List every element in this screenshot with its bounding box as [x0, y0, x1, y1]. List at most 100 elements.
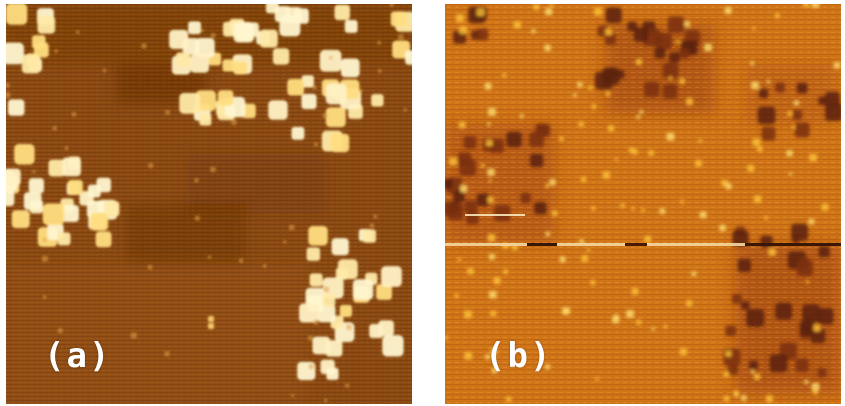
adsorbate-blob: [330, 133, 350, 153]
panel-b-label: (b): [485, 336, 553, 376]
bright-speck: [833, 62, 841, 69]
bright-speck: [691, 271, 697, 277]
bright-speck: [725, 350, 732, 357]
adsorbate-blob: [274, 6, 291, 22]
adsorbate-blob: [309, 273, 323, 287]
panel-b-features: [445, 4, 841, 403]
bright-speck: [686, 98, 694, 106]
surface-speck: [41, 255, 48, 262]
adsorbate-blob: [179, 92, 201, 114]
bright-speck: [594, 7, 603, 16]
surface-speck: [165, 109, 170, 115]
adsorbate-blob: [7, 99, 25, 116]
dark-depression: [534, 201, 547, 215]
dark-depression: [667, 16, 685, 33]
bright-speck: [644, 235, 652, 243]
adsorbate-blob: [305, 287, 326, 308]
surface-speck: [42, 237, 47, 242]
surface-speck: [200, 28, 204, 33]
dark-depression: [825, 91, 840, 107]
bright-speck: [631, 207, 635, 211]
surface-speck: [76, 30, 80, 34]
surface-speck: [308, 363, 314, 370]
surface-speck: [307, 335, 314, 341]
bright-speck: [631, 287, 639, 295]
surface-speck: [210, 166, 216, 173]
dark-depression: [506, 131, 522, 148]
dark-depression: [792, 109, 803, 120]
bright-speck: [698, 138, 703, 143]
bright-speck: [545, 231, 551, 237]
adsorbate-blob: [326, 367, 339, 380]
dark-depression: [799, 256, 810, 267]
bright-speck: [486, 139, 493, 147]
dark-depression: [605, 33, 616, 45]
dark-depression: [791, 223, 809, 241]
dark-depression: [633, 27, 649, 42]
adsorbate-blob: [390, 11, 406, 27]
dark-depression: [759, 88, 769, 99]
bright-speck: [639, 109, 644, 114]
bright-speck: [487, 196, 494, 204]
bright-speck: [591, 206, 596, 211]
surface-speck: [231, 119, 237, 125]
bright-speck: [506, 396, 512, 402]
adsorbate-blob: [233, 61, 247, 75]
bright-speck: [695, 159, 702, 167]
surface-speck: [194, 178, 199, 183]
bright-speck: [704, 43, 712, 52]
bright-speck: [488, 253, 495, 260]
adsorbate-blob: [23, 192, 42, 210]
adsorbate-blob: [325, 83, 347, 105]
dark-depression: [654, 47, 666, 59]
adsorbate-blob: [322, 277, 344, 299]
dark-depression: [749, 360, 758, 370]
bright-speck: [586, 248, 591, 252]
adsorbate-blob: [340, 58, 360, 78]
bright-speck: [531, 29, 536, 34]
bright-speck: [741, 395, 747, 401]
bright-speck: [663, 324, 668, 329]
dark-depression: [529, 153, 544, 168]
bright-speck: [808, 218, 815, 225]
bright-speck: [686, 300, 693, 307]
bright-speck: [590, 279, 596, 286]
bright-speck: [464, 310, 472, 319]
surface-speck: [54, 49, 58, 53]
panel-a-clusters: [6, 4, 412, 403]
dark-depression: [796, 82, 808, 94]
surface-speck: [32, 169, 36, 174]
adsorbate-blob: [95, 231, 112, 248]
dark-depression: [775, 302, 793, 320]
surface-speck: [141, 43, 147, 49]
bright-speck: [487, 168, 495, 177]
bright-speck: [488, 107, 496, 116]
surface-speck: [130, 332, 137, 339]
adsorbate-blob: [334, 4, 350, 21]
bright-speck: [812, 389, 818, 395]
adsorbate-blob: [11, 210, 30, 229]
adsorbate-blob: [308, 226, 328, 246]
bright-speck: [490, 310, 497, 317]
surface-speck: [6, 83, 10, 88]
bright-speck: [811, 4, 820, 8]
dark-depression: [757, 106, 776, 125]
bright-speck: [636, 115, 640, 120]
dark-depression: [746, 308, 765, 327]
bright-speck: [545, 183, 550, 188]
bright-speck: [641, 208, 645, 212]
bright-speck: [559, 136, 564, 142]
surface-speck: [323, 286, 330, 293]
panel-b-image: [445, 4, 841, 404]
bright-speck: [787, 111, 793, 117]
bright-speck: [626, 310, 635, 318]
bright-speck: [723, 371, 729, 378]
bright-speck: [467, 267, 474, 275]
dark-depression: [644, 81, 660, 98]
surface-speck: [71, 112, 77, 117]
surface-speck: [346, 324, 352, 331]
surface-speck: [291, 394, 295, 398]
adsorbate-blob: [233, 21, 255, 43]
bright-speck: [684, 21, 691, 27]
